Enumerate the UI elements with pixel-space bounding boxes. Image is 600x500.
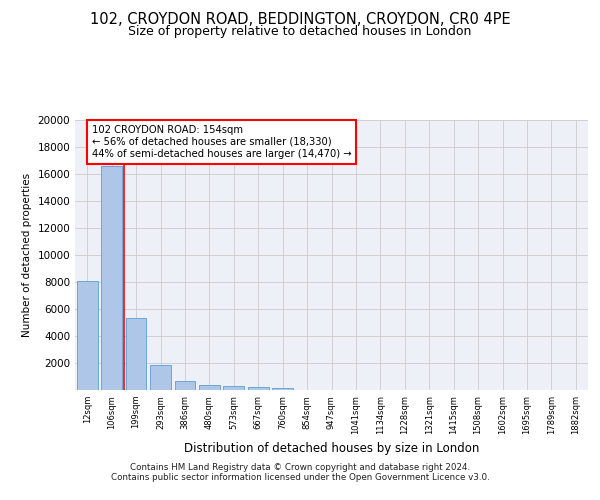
X-axis label: Distribution of detached houses by size in London: Distribution of detached houses by size … bbox=[184, 442, 479, 456]
Bar bbox=[223, 386, 244, 390]
Bar bbox=[272, 388, 293, 390]
Bar bbox=[175, 381, 196, 390]
Bar bbox=[248, 388, 269, 390]
Bar bbox=[199, 386, 220, 390]
Text: Contains HM Land Registry data © Crown copyright and database right 2024.: Contains HM Land Registry data © Crown c… bbox=[130, 462, 470, 471]
Y-axis label: Number of detached properties: Number of detached properties bbox=[22, 173, 32, 337]
Text: Size of property relative to detached houses in London: Size of property relative to detached ho… bbox=[128, 25, 472, 38]
Bar bbox=[77, 280, 98, 390]
Text: 102 CROYDON ROAD: 154sqm
← 56% of detached houses are smaller (18,330)
44% of se: 102 CROYDON ROAD: 154sqm ← 56% of detach… bbox=[92, 126, 351, 158]
Text: Contains public sector information licensed under the Open Government Licence v3: Contains public sector information licen… bbox=[110, 474, 490, 482]
Bar bbox=[125, 318, 146, 390]
Bar bbox=[150, 365, 171, 390]
Text: 102, CROYDON ROAD, BEDDINGTON, CROYDON, CR0 4PE: 102, CROYDON ROAD, BEDDINGTON, CROYDON, … bbox=[89, 12, 511, 28]
Bar bbox=[101, 166, 122, 390]
